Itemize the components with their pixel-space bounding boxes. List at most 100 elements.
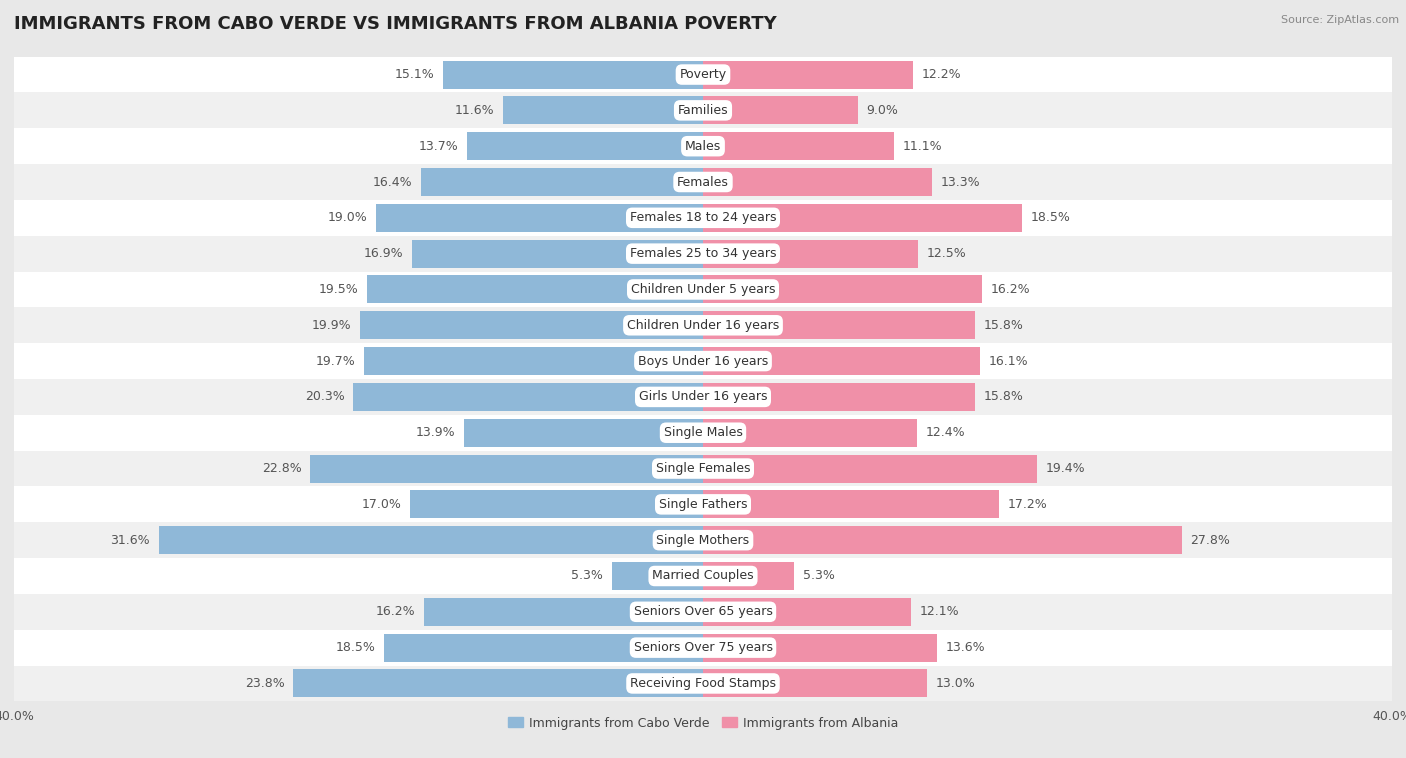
- Bar: [384, 634, 703, 662]
- Text: 17.0%: 17.0%: [361, 498, 402, 511]
- Text: 13.7%: 13.7%: [419, 139, 458, 152]
- Text: 15.1%: 15.1%: [395, 68, 434, 81]
- Bar: [703, 312, 976, 340]
- Bar: [367, 275, 703, 303]
- Text: 12.2%: 12.2%: [922, 68, 962, 81]
- Bar: [612, 562, 703, 590]
- Bar: [14, 57, 1392, 92]
- Bar: [703, 240, 918, 268]
- Bar: [703, 490, 1000, 518]
- Bar: [411, 490, 703, 518]
- Text: 13.0%: 13.0%: [935, 677, 976, 690]
- Bar: [14, 630, 1392, 666]
- Bar: [503, 96, 703, 124]
- Bar: [464, 418, 703, 446]
- Bar: [14, 128, 1392, 164]
- Bar: [703, 634, 938, 662]
- Text: Single Females: Single Females: [655, 462, 751, 475]
- Bar: [703, 598, 911, 626]
- Bar: [353, 383, 703, 411]
- Text: Females: Females: [678, 176, 728, 189]
- Bar: [412, 240, 703, 268]
- Text: Single Mothers: Single Mothers: [657, 534, 749, 547]
- Text: Single Fathers: Single Fathers: [659, 498, 747, 511]
- Bar: [14, 92, 1392, 128]
- Bar: [703, 61, 912, 89]
- Text: 12.4%: 12.4%: [925, 426, 965, 439]
- Text: 27.8%: 27.8%: [1191, 534, 1230, 547]
- Text: 16.4%: 16.4%: [373, 176, 412, 189]
- Bar: [292, 669, 703, 697]
- Legend: Immigrants from Cabo Verde, Immigrants from Albania: Immigrants from Cabo Verde, Immigrants f…: [502, 712, 904, 735]
- Bar: [364, 347, 703, 375]
- Text: 12.5%: 12.5%: [927, 247, 967, 260]
- Text: 19.9%: 19.9%: [312, 319, 352, 332]
- Bar: [311, 455, 703, 483]
- Text: 11.1%: 11.1%: [903, 139, 942, 152]
- Bar: [14, 200, 1392, 236]
- Bar: [14, 343, 1392, 379]
- Bar: [14, 558, 1392, 594]
- Text: 16.2%: 16.2%: [991, 283, 1031, 296]
- Text: Boys Under 16 years: Boys Under 16 years: [638, 355, 768, 368]
- Bar: [443, 61, 703, 89]
- Bar: [14, 164, 1392, 200]
- Bar: [14, 594, 1392, 630]
- Text: Females 25 to 34 years: Females 25 to 34 years: [630, 247, 776, 260]
- Text: 18.5%: 18.5%: [1031, 211, 1070, 224]
- Text: Seniors Over 75 years: Seniors Over 75 years: [634, 641, 772, 654]
- Text: Seniors Over 65 years: Seniors Over 65 years: [634, 606, 772, 619]
- Bar: [703, 418, 917, 446]
- Bar: [14, 271, 1392, 307]
- Text: Males: Males: [685, 139, 721, 152]
- Bar: [14, 451, 1392, 487]
- Text: 19.5%: 19.5%: [319, 283, 359, 296]
- Text: Girls Under 16 years: Girls Under 16 years: [638, 390, 768, 403]
- Bar: [703, 132, 894, 160]
- Bar: [703, 275, 981, 303]
- Text: Children Under 16 years: Children Under 16 years: [627, 319, 779, 332]
- Text: 22.8%: 22.8%: [262, 462, 302, 475]
- Text: Families: Families: [678, 104, 728, 117]
- Text: 18.5%: 18.5%: [336, 641, 375, 654]
- Text: 11.6%: 11.6%: [456, 104, 495, 117]
- Text: 13.6%: 13.6%: [946, 641, 986, 654]
- Bar: [14, 666, 1392, 701]
- Text: 16.2%: 16.2%: [375, 606, 415, 619]
- Text: 13.9%: 13.9%: [415, 426, 456, 439]
- Bar: [703, 347, 980, 375]
- Bar: [703, 669, 927, 697]
- Text: 13.3%: 13.3%: [941, 176, 980, 189]
- Text: Females 18 to 24 years: Females 18 to 24 years: [630, 211, 776, 224]
- Text: IMMIGRANTS FROM CABO VERDE VS IMMIGRANTS FROM ALBANIA POVERTY: IMMIGRANTS FROM CABO VERDE VS IMMIGRANTS…: [14, 15, 776, 33]
- Bar: [14, 487, 1392, 522]
- Text: 12.1%: 12.1%: [920, 606, 960, 619]
- Text: 16.9%: 16.9%: [364, 247, 404, 260]
- Text: 5.3%: 5.3%: [571, 569, 603, 582]
- Bar: [467, 132, 703, 160]
- Text: 19.0%: 19.0%: [328, 211, 367, 224]
- Text: 31.6%: 31.6%: [111, 534, 150, 547]
- Text: Married Couples: Married Couples: [652, 569, 754, 582]
- Text: 15.8%: 15.8%: [984, 319, 1024, 332]
- Text: Children Under 5 years: Children Under 5 years: [631, 283, 775, 296]
- Text: 20.3%: 20.3%: [305, 390, 344, 403]
- Bar: [703, 526, 1182, 554]
- Text: 19.4%: 19.4%: [1046, 462, 1085, 475]
- Bar: [14, 522, 1392, 558]
- Bar: [14, 379, 1392, 415]
- Bar: [14, 415, 1392, 451]
- Bar: [14, 307, 1392, 343]
- Text: 19.7%: 19.7%: [315, 355, 356, 368]
- Bar: [703, 96, 858, 124]
- Text: Receiving Food Stamps: Receiving Food Stamps: [630, 677, 776, 690]
- Bar: [425, 598, 703, 626]
- Text: 16.1%: 16.1%: [988, 355, 1029, 368]
- Text: 5.3%: 5.3%: [803, 569, 835, 582]
- Bar: [420, 168, 703, 196]
- Bar: [703, 383, 976, 411]
- Bar: [159, 526, 703, 554]
- Text: 15.8%: 15.8%: [984, 390, 1024, 403]
- Text: 17.2%: 17.2%: [1008, 498, 1047, 511]
- Text: Single Males: Single Males: [664, 426, 742, 439]
